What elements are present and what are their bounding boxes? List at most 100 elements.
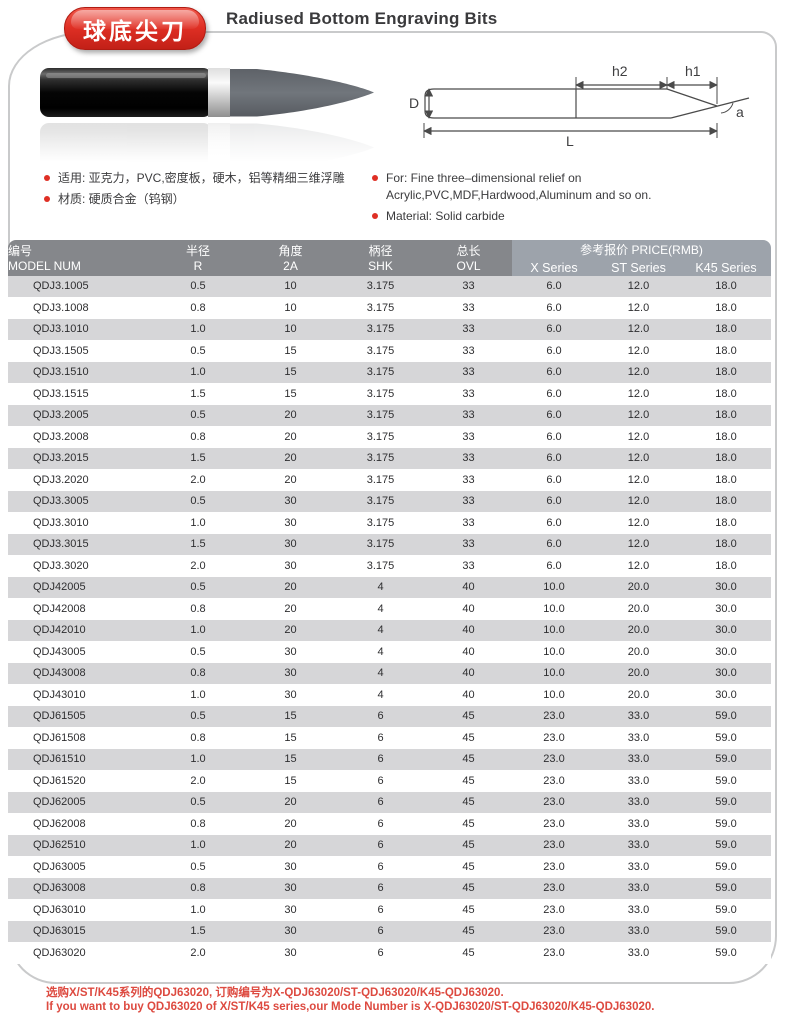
table-cell: 12.0 (596, 490, 681, 513)
table-cell: 1.0 (151, 512, 245, 534)
table-cell: 0.8 (151, 877, 245, 900)
table-cell: 10 (245, 297, 336, 319)
table-cell: 0.5 (151, 576, 245, 599)
table-cell: 4 (336, 598, 425, 620)
table-row: QDJ63005 0.5 30 6 45 23.0 33.0 59.0 (8, 856, 771, 878)
table-cell: 33 (425, 297, 512, 319)
table-row: QDJ42010 1.0 20 4 40 10.0 20.0 30.0 (8, 619, 771, 642)
cell-model: QDJ61510 (8, 748, 151, 771)
table-cell: 18.0 (681, 490, 771, 513)
table-cell: 30 (245, 856, 336, 878)
table-cell: 6.0 (512, 340, 596, 362)
table-cell: 30.0 (681, 684, 771, 706)
cell-model: QDJ63010 (8, 899, 151, 921)
table-cell: 20.0 (596, 598, 681, 620)
order-note: 选购X/ST/K45系列的QDJ63020, 订购编号为X-QDJ63020/S… (46, 986, 654, 1014)
table-cell: 33.0 (596, 856, 681, 878)
bullet-text: Material: Solid carbide (386, 209, 505, 223)
table-cell: 0.8 (151, 662, 245, 685)
table-cell: 30 (245, 684, 336, 706)
product-badge-label: 球底尖刀 (83, 17, 187, 44)
table-cell: 1.5 (151, 920, 245, 943)
col-header-price-group: 参考报价 PRICE(RMB) (512, 240, 771, 259)
table-row: QDJ3.2020 2.0 20 3.175 33 6.0 12.0 18.0 (8, 469, 771, 491)
col-header-radius: 半径 R (151, 240, 245, 276)
table-cell: 20 (245, 426, 336, 448)
table-cell: 33 (425, 361, 512, 384)
table-cell: 33.0 (596, 727, 681, 749)
table-cell: 30.0 (681, 662, 771, 685)
table-cell: 6.0 (512, 469, 596, 491)
table-cell: 0.8 (151, 297, 245, 319)
product-badge: 球底尖刀 (64, 7, 206, 50)
diagram-label-h1: h1 (685, 63, 701, 79)
table-cell: 12.0 (596, 512, 681, 534)
table-cell: 12.0 (596, 383, 681, 405)
bullet-dot-icon (44, 196, 50, 202)
table-cell: 23.0 (512, 705, 596, 728)
table-cell: 1.5 (151, 447, 245, 470)
table-cell: 23.0 (512, 899, 596, 921)
bullet-list-cn: 适用: 亚克力，PVC,密度板，硬木，铝等精细三维浮雕 材质: 硬质合金（钨钢） (44, 170, 362, 212)
table-cell: 20 (245, 834, 336, 857)
table-cell: 6 (336, 705, 425, 728)
table-row: QDJ62510 1.0 20 6 45 23.0 33.0 59.0 (8, 834, 771, 857)
table-cell: 3.175 (336, 340, 425, 362)
table-cell: 6 (336, 727, 425, 749)
dimension-diagram: D h2 h1 a L (409, 63, 750, 149)
table-cell: 2.0 (151, 469, 245, 491)
table-cell: 12.0 (596, 276, 681, 298)
table-cell: 33.0 (596, 942, 681, 964)
table-cell: 33.0 (596, 705, 681, 728)
cell-model: QDJ43005 (8, 641, 151, 663)
cell-model: QDJ3.3010 (8, 512, 151, 534)
table-cell: 6.0 (512, 276, 596, 298)
table-cell: 15 (245, 727, 336, 749)
bullet-item: 适用: 亚克力，PVC,密度板，硬木，铝等精细三维浮雕 (44, 170, 362, 187)
table-cell: 33.0 (596, 920, 681, 943)
table-cell: 15 (245, 340, 336, 362)
table-cell: 45 (425, 791, 512, 814)
table-cell: 23.0 (512, 834, 596, 857)
table-row: QDJ62008 0.8 20 6 45 23.0 33.0 59.0 (8, 813, 771, 835)
table-row: QDJ61520 2.0 15 6 45 23.0 33.0 59.0 (8, 770, 771, 792)
table-cell: 1.0 (151, 318, 245, 341)
table-row: QDJ3.3020 2.0 30 3.175 33 6.0 12.0 18.0 (8, 555, 771, 577)
table-cell: 20 (245, 404, 336, 427)
table-cell: 6.0 (512, 555, 596, 577)
table-cell: 59.0 (681, 748, 771, 771)
table-cell: 4 (336, 576, 425, 599)
table-cell: 0.5 (151, 276, 245, 298)
table-cell: 6.0 (512, 426, 596, 448)
table-cell: 3.175 (336, 469, 425, 491)
table-cell: 33.0 (596, 813, 681, 835)
bit-blade (230, 69, 374, 117)
table-cell: 20 (245, 813, 336, 835)
table-cell: 20 (245, 576, 336, 599)
table-row: QDJ61505 0.5 15 6 45 23.0 33.0 59.0 (8, 705, 771, 728)
table-cell: 23.0 (512, 770, 596, 792)
table-cell: 30 (245, 877, 336, 900)
table-row: QDJ3.1008 0.8 10 3.175 33 6.0 12.0 18.0 (8, 297, 771, 319)
table-row: QDJ43005 0.5 30 4 40 10.0 20.0 30.0 (8, 641, 771, 663)
order-note-en: If you want to buy QDJ63020 of X/ST/K45 … (46, 1001, 655, 1013)
cell-model: QDJ63020 (8, 942, 151, 964)
spec-table: 编号 MODEL NUM 半径 R 角度 2A 柄径 SHK 总长 OVL (8, 240, 771, 964)
table-row: QDJ61508 0.8 15 6 45 23.0 33.0 59.0 (8, 727, 771, 749)
table-cell: 18.0 (681, 297, 771, 319)
table-cell: 3.175 (336, 297, 425, 319)
table-cell: 33 (425, 490, 512, 513)
table-cell: 23.0 (512, 813, 596, 835)
table-cell: 10.0 (512, 619, 596, 642)
table-cell: 33.0 (596, 791, 681, 814)
table-cell: 45 (425, 705, 512, 728)
cell-model: QDJ3.2005 (8, 404, 151, 427)
table-row: QDJ43010 1.0 30 4 40 10.0 20.0 30.0 (8, 684, 771, 706)
table-cell: 45 (425, 899, 512, 921)
bit-ring (208, 68, 230, 117)
table-cell: 12.0 (596, 404, 681, 427)
table-cell: 10 (245, 318, 336, 341)
table-row: QDJ3.3010 1.0 30 3.175 33 6.0 12.0 18.0 (8, 512, 771, 534)
table-cell: 6.0 (512, 297, 596, 319)
table-cell: 30.0 (681, 641, 771, 663)
